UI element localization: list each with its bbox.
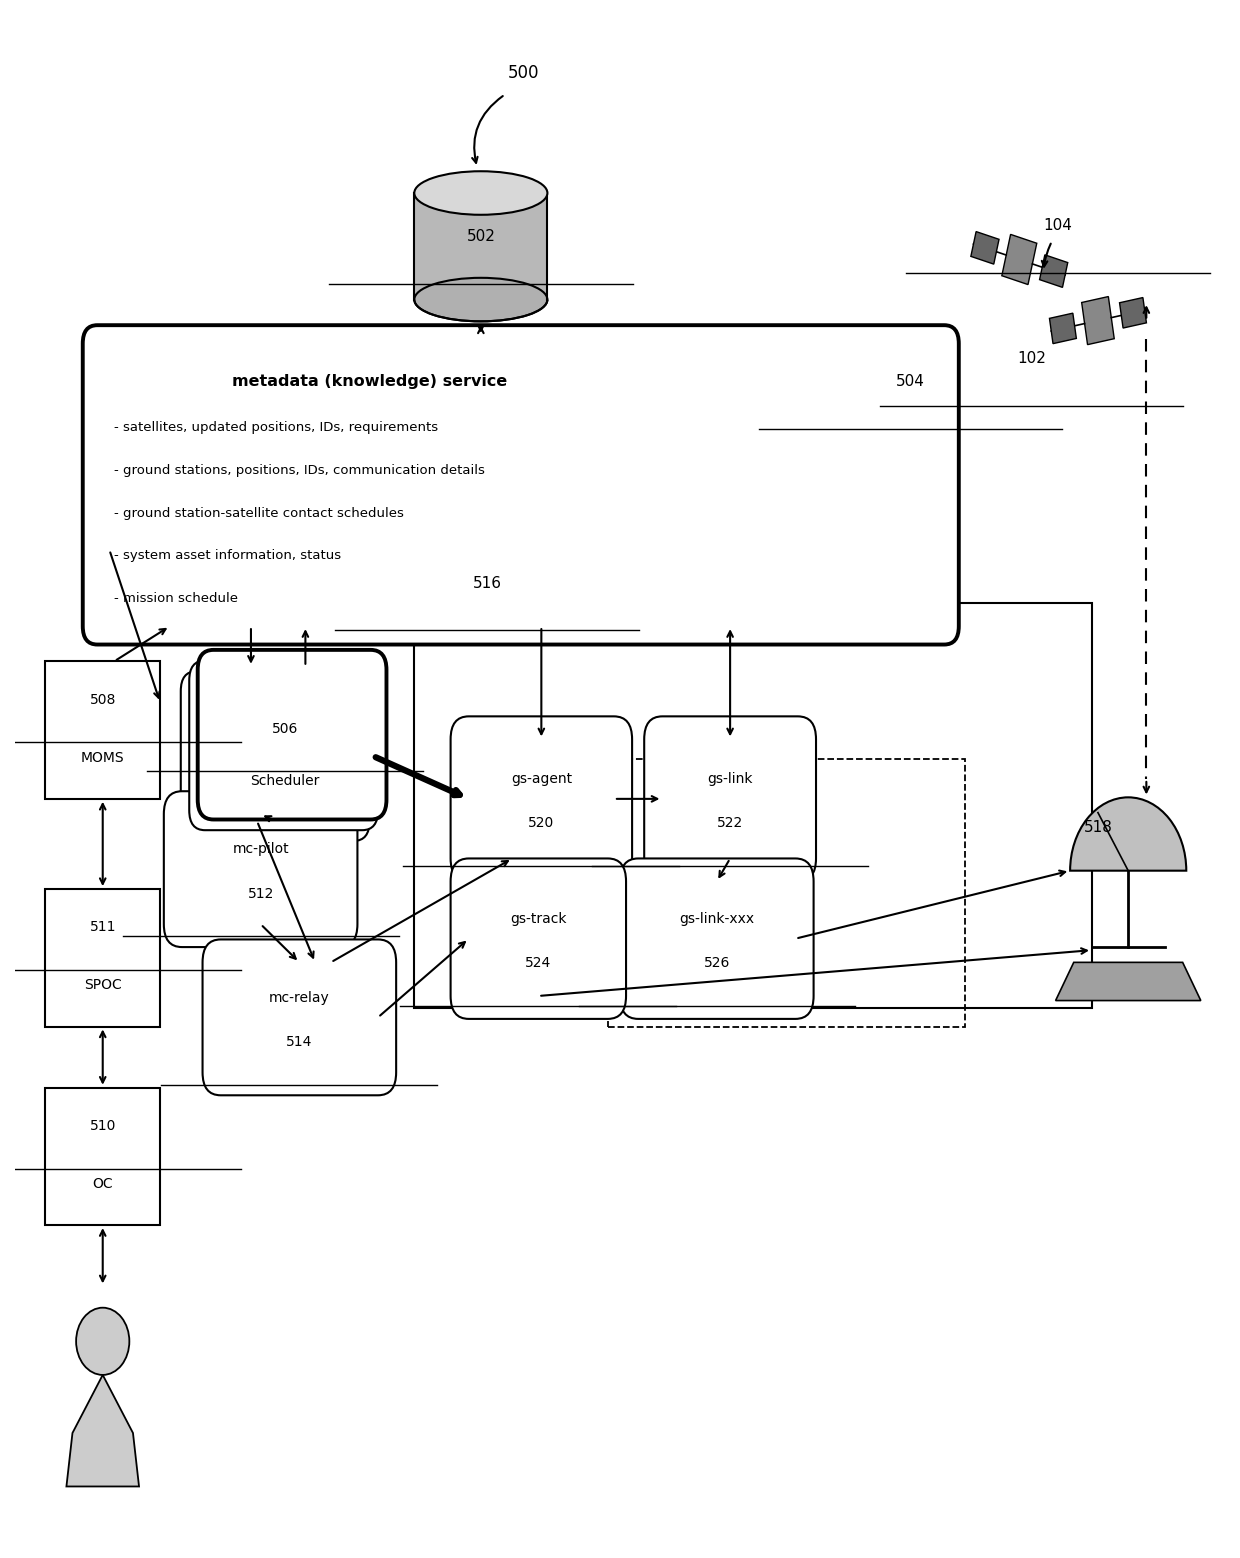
Text: - system asset information, status: - system asset information, status	[114, 550, 341, 562]
Text: 526: 526	[703, 957, 730, 971]
FancyBboxPatch shape	[202, 939, 396, 1095]
Polygon shape	[1002, 234, 1037, 285]
Text: 520: 520	[528, 816, 554, 830]
Text: gs-link-xxx: gs-link-xxx	[680, 911, 754, 925]
Text: - ground stations, positions, IDs, communication details: - ground stations, positions, IDs, commu…	[114, 464, 485, 477]
FancyBboxPatch shape	[83, 326, 959, 645]
Text: 516: 516	[472, 576, 501, 590]
Text: - ground station-satellite contact schedules: - ground station-satellite contact sched…	[114, 506, 404, 520]
Text: Scheduler: Scheduler	[250, 773, 320, 787]
Text: 514: 514	[286, 1035, 312, 1049]
Text: 512: 512	[248, 887, 274, 901]
FancyBboxPatch shape	[45, 1087, 160, 1225]
Bar	[414, 190, 547, 299]
Polygon shape	[1049, 313, 1076, 344]
Text: 504: 504	[897, 374, 925, 390]
Text: metadata (knowledge) service: metadata (knowledge) service	[232, 374, 507, 390]
FancyBboxPatch shape	[450, 858, 626, 1019]
Text: 104: 104	[1044, 218, 1073, 234]
Text: 508: 508	[89, 693, 115, 706]
Polygon shape	[1055, 963, 1200, 1000]
Text: SPOC: SPOC	[84, 978, 122, 992]
FancyBboxPatch shape	[45, 661, 160, 799]
Text: 506: 506	[272, 721, 298, 735]
Circle shape	[76, 1307, 129, 1374]
Text: mc-pilot: mc-pilot	[232, 843, 289, 857]
FancyBboxPatch shape	[450, 717, 632, 882]
Text: mc-relay: mc-relay	[269, 991, 330, 1005]
FancyBboxPatch shape	[181, 671, 370, 841]
Text: 510: 510	[89, 1119, 115, 1133]
Text: - satellites, updated positions, IDs, requirements: - satellites, updated positions, IDs, re…	[114, 421, 439, 435]
Text: MOMS: MOMS	[81, 751, 124, 765]
Polygon shape	[1081, 296, 1115, 344]
Text: 518: 518	[1084, 821, 1112, 835]
FancyBboxPatch shape	[197, 650, 387, 820]
Text: gs-link: gs-link	[707, 773, 753, 785]
Polygon shape	[1120, 298, 1147, 329]
FancyBboxPatch shape	[190, 661, 378, 830]
FancyBboxPatch shape	[164, 791, 357, 947]
FancyBboxPatch shape	[620, 858, 813, 1019]
Text: gs-track: gs-track	[510, 911, 567, 925]
Text: 522: 522	[717, 816, 743, 830]
Wedge shape	[1070, 798, 1187, 871]
Polygon shape	[971, 232, 999, 265]
Text: - mission schedule: - mission schedule	[114, 592, 238, 605]
Text: 502: 502	[466, 229, 495, 245]
Ellipse shape	[414, 171, 547, 215]
Text: 524: 524	[526, 957, 552, 971]
Polygon shape	[1039, 256, 1068, 287]
Text: 102: 102	[1017, 351, 1045, 366]
FancyBboxPatch shape	[45, 890, 160, 1027]
Text: OC: OC	[93, 1176, 113, 1190]
Ellipse shape	[414, 277, 547, 321]
Text: gs-agent: gs-agent	[511, 773, 572, 785]
FancyBboxPatch shape	[645, 717, 816, 882]
Polygon shape	[67, 1374, 139, 1486]
FancyBboxPatch shape	[414, 603, 1092, 1008]
Text: 511: 511	[89, 921, 117, 935]
Text: 500: 500	[507, 64, 539, 83]
